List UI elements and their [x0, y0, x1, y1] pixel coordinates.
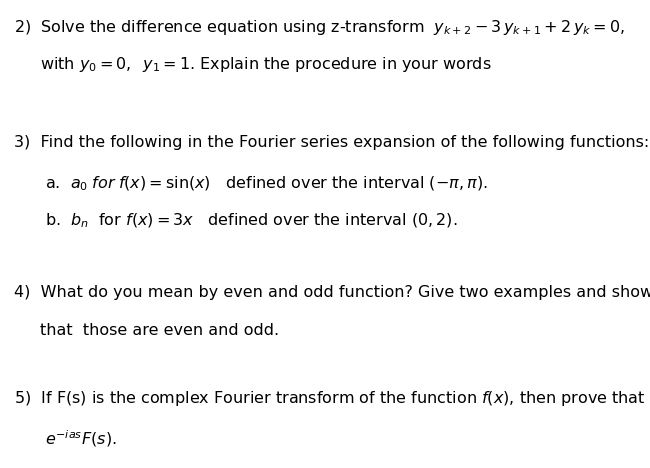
Text: 5)  If F(s) is the complex Fourier transform of the function $f(x)$, then prove : 5) If F(s) is the complex Fourier transf… [14, 390, 650, 409]
Text: $e^{-ias}F(s)$.: $e^{-ias}F(s)$. [45, 428, 116, 449]
Text: with $y_0 = 0, \;\; y_1 = 1$. Explain the procedure in your words: with $y_0 = 0, \;\; y_1 = 1$. Explain th… [40, 55, 491, 74]
Text: b.  $b_n$  for $f(x) = 3x$   defined over the interval $(0,2)$.: b. $b_n$ for $f(x) = 3x$ defined over th… [45, 212, 458, 230]
Text: a.  $a_0 \; for \; f(x) = \sin(x)$   defined over the interval $(-\pi, \pi)$.: a. $a_0 \; for \; f(x) = \sin(x)$ define… [45, 175, 488, 193]
Text: 3)  Find the following in the Fourier series expansion of the following function: 3) Find the following in the Fourier ser… [14, 135, 649, 150]
Text: 2)  Solve the difference equation using z-transform  $y_{k+2} - 3\,y_{k+1} + 2\,: 2) Solve the difference equation using z… [14, 18, 625, 37]
Text: that  those are even and odd.: that those are even and odd. [40, 323, 279, 338]
Text: 4)  What do you mean by even and odd function? Give two examples and show by cal: 4) What do you mean by even and odd func… [14, 285, 650, 300]
